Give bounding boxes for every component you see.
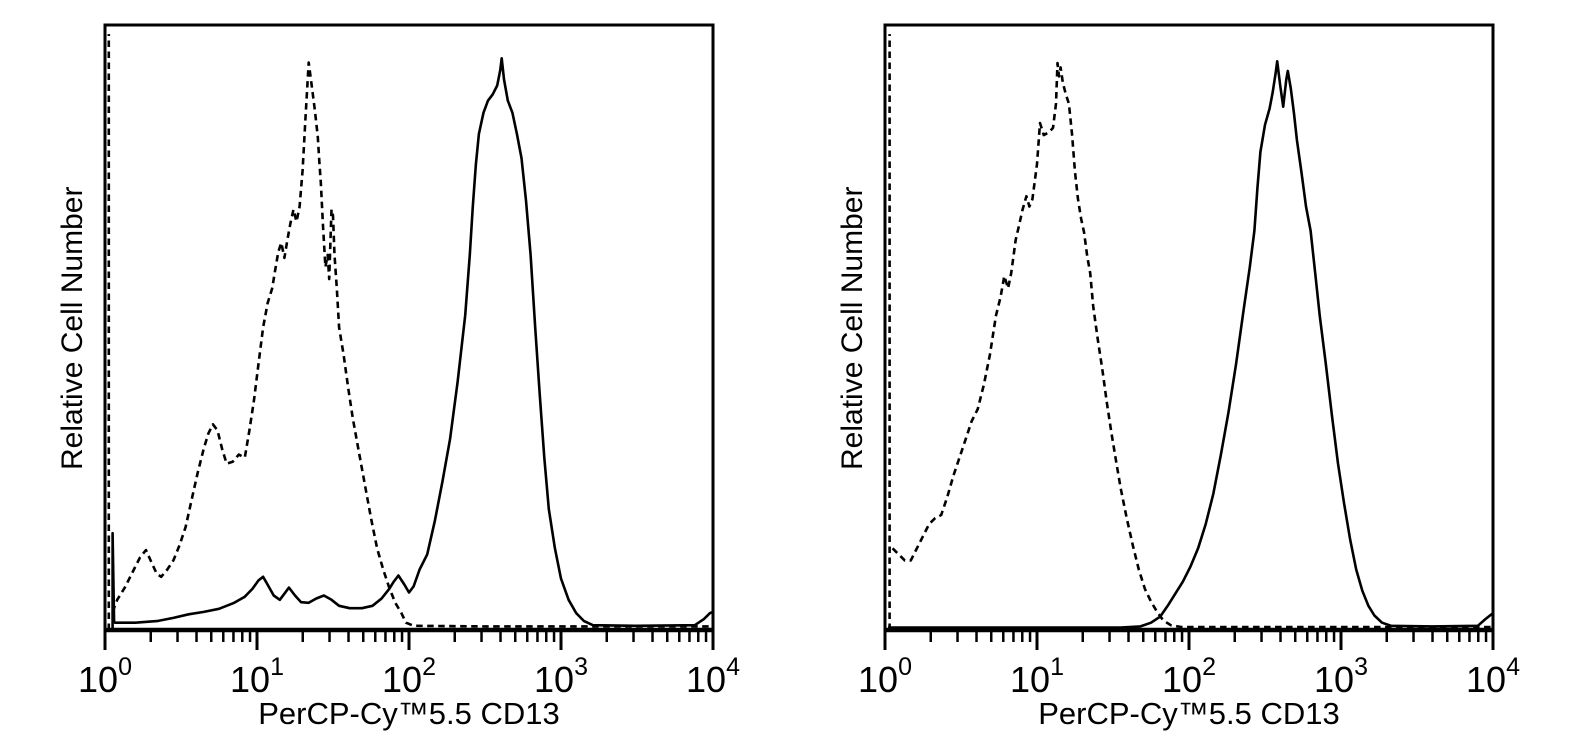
histogram-plot-left: 100 101 102 103 104 <box>78 23 740 700</box>
x-tick-exponent: 1 <box>1050 653 1064 681</box>
x-axis-label-left: PerCP-Cy™5.5 CD13 <box>258 696 560 731</box>
x-tick-exponent: 2 <box>422 653 436 681</box>
histogram-panel-right: 100 101 102 103 104 Relative Cell Number Per… <box>780 0 1570 751</box>
plot-border <box>103 23 715 632</box>
y-axis-label-right: Relative Cell Number <box>836 186 869 471</box>
x-tick-exponent: 0 <box>118 653 132 681</box>
x-tick-exponent: 3 <box>1354 653 1368 681</box>
x-tick-exponent: 3 <box>574 653 588 681</box>
x-tick-label: 101 <box>1010 653 1064 700</box>
isotype-control-dashed-curve <box>111 61 713 628</box>
histogram-plot-right: 100 101 102 103 104 <box>858 23 1520 700</box>
x-tick-label: 100 <box>858 653 912 700</box>
x-tick-exponent: 0 <box>898 653 912 681</box>
isotype-control-dashed-curve <box>891 61 1493 629</box>
histogram-panel-left: 100 101 102 103 104 Relative Cell Number Per… <box>56 23 740 731</box>
stained-pileup-spike-solid-curve <box>111 531 116 630</box>
cd13-stained-solid-curve <box>114 57 714 628</box>
x-tick-exponent: 2 <box>1202 653 1216 681</box>
x-tick-label: 104 <box>686 653 740 700</box>
x-tick-label: 102 <box>1162 653 1216 700</box>
cd13-stained-solid-curve <box>888 60 1494 629</box>
x-tick-exponent: 4 <box>1506 653 1520 681</box>
x-tick-label: 101 <box>230 653 284 700</box>
x-tick-label: 103 <box>1314 653 1368 700</box>
x-tick-exponent: 4 <box>726 653 740 681</box>
x-axis-label-right: PerCP-Cy™5.5 CD13 <box>1038 696 1340 731</box>
y-axis-label-left: Relative Cell Number <box>56 186 89 471</box>
x-tick-label: 100 <box>78 653 132 700</box>
x-tick-exponent: 1 <box>270 653 284 681</box>
x-tick-label: 104 <box>1466 653 1520 700</box>
plot-border <box>883 23 1495 632</box>
x-tick-label: 103 <box>534 653 588 700</box>
x-tick-label: 102 <box>382 653 436 700</box>
